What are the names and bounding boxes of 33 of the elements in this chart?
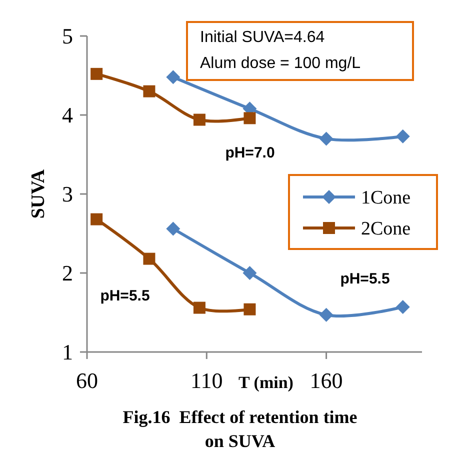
point	[319, 132, 334, 146]
text: Fig.16 Effect of retention time on SUVA	[122, 407, 358, 451]
point	[166, 222, 180, 236]
y-tick-label: 5	[62, 24, 73, 49]
point	[193, 302, 206, 314]
point	[143, 252, 156, 265]
x-tick-label: 60	[76, 368, 98, 393]
y-tick-label: 4	[62, 102, 73, 128]
point	[244, 112, 256, 124]
annotation: pH=5.5	[340, 270, 390, 288]
point	[143, 85, 156, 98]
x-axis-title: T (min)	[238, 373, 294, 392]
y-tick-label: 3	[62, 182, 73, 207]
point	[166, 70, 180, 84]
y-tick-label: 1	[62, 340, 73, 365]
x-tick-label: 160	[310, 368, 343, 393]
annotation: Initial SUVA=4.64	[200, 29, 325, 46]
point	[90, 213, 103, 226]
point	[396, 129, 410, 144]
point	[244, 303, 256, 316]
y-axis-title: SUVA	[28, 169, 49, 219]
annotation: pH=7.0	[225, 144, 275, 162]
point	[319, 308, 334, 322]
annotation: Alum dose = 100 mg/L	[200, 55, 361, 72]
point	[193, 114, 206, 126]
point	[242, 266, 257, 280]
legend-label: 1Cone	[361, 188, 411, 209]
legend-label: 2Cone	[361, 218, 411, 240]
annotation: pH=5.5	[100, 287, 150, 304]
y-tick-label: 2	[62, 260, 73, 286]
point	[396, 300, 410, 314]
x-tick-label: 110	[190, 368, 223, 393]
point	[90, 68, 103, 80]
